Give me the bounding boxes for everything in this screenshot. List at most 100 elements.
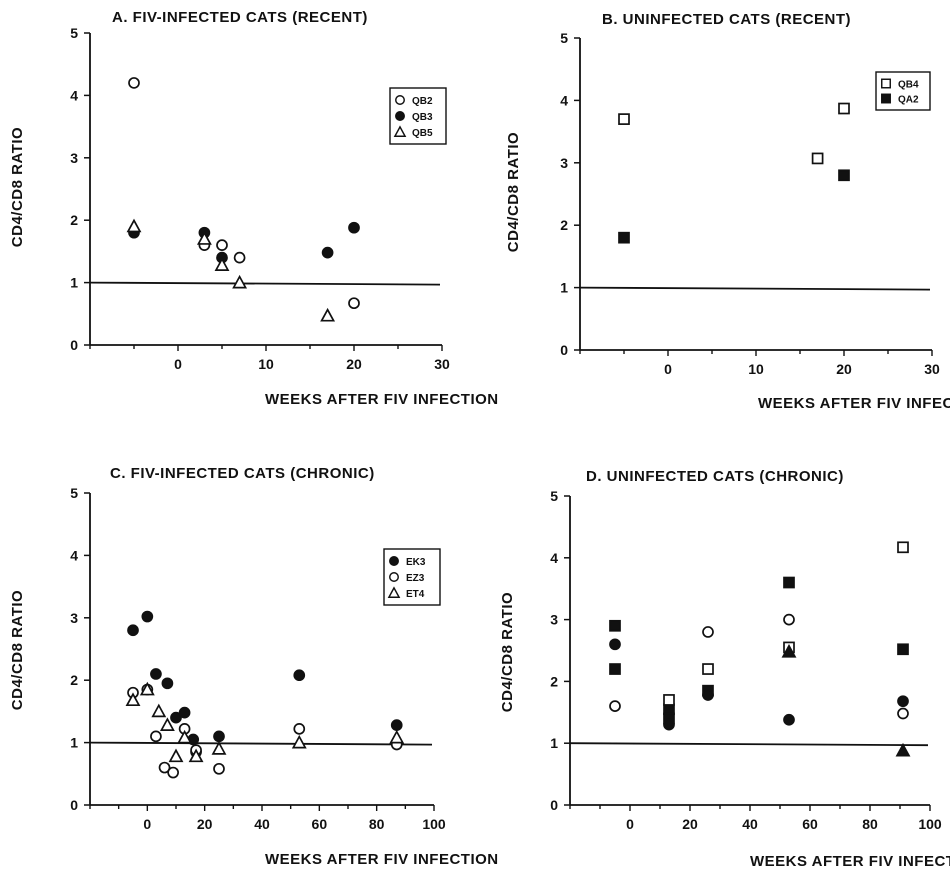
series-square-filled [609, 576, 909, 725]
data-point [233, 251, 246, 264]
x-tick-label: 30 [924, 361, 940, 377]
legend-label: QB3 [412, 112, 433, 123]
data-point [151, 703, 167, 718]
legend-label: ET4 [406, 589, 425, 600]
series-triangle-filled [781, 643, 911, 757]
data-point [139, 681, 155, 696]
x-tick-label: 80 [862, 816, 878, 832]
series-ek3 [127, 610, 403, 758]
y-tick-label: 3 [550, 612, 558, 628]
legend-marker [393, 125, 407, 137]
y-axis-label: CD4/CD8 RATIO [505, 132, 522, 252]
y-axis-label: CD4/CD8 RATIO [9, 127, 26, 247]
x-tick-label: 30 [434, 356, 450, 372]
x-tick-label: 60 [312, 816, 328, 832]
legend: QB2 QB3 QB5 [389, 87, 447, 145]
data-point [168, 748, 184, 763]
data-point [389, 729, 405, 744]
series-circle-filled [609, 638, 909, 731]
data-point [211, 741, 227, 755]
x-tick-label: 100 [918, 816, 942, 832]
data-point [609, 700, 621, 712]
legend-box [875, 71, 931, 111]
data-point [125, 692, 141, 707]
data-point [293, 723, 306, 735]
y-tick-label: 4 [70, 87, 78, 103]
x-tick-label: 80 [369, 816, 385, 832]
chart-panel-b: B. UNINFECTED CATS (RECENT) 0 1 2 3 4 5 0 10 20 30… [505, 11, 950, 412]
x-tick-label: 60 [802, 816, 818, 832]
y-axis-label: CD4/CD8 RATIO [499, 592, 516, 712]
chart-panel-a: A. FIV-INFECTED CATS (RECENT) 0 1 2 3 4 5 0 10 20… [9, 9, 499, 408]
data-point [232, 274, 248, 289]
data-point [213, 762, 225, 775]
data-point [321, 246, 334, 259]
data-point [702, 689, 714, 701]
series-qb5 [126, 218, 336, 322]
legend-label: QA2 [898, 95, 919, 106]
reference-line [89, 281, 441, 286]
x-tick-label: 20 [197, 816, 213, 832]
y-tick-label: 4 [550, 550, 558, 566]
data-point [291, 734, 307, 749]
series-qa2 [618, 169, 850, 244]
reference-line [569, 742, 929, 747]
legend-marker [395, 111, 405, 121]
legend: EK3 EZ3 ET4 [383, 548, 441, 606]
y-tick-label: 5 [70, 485, 78, 501]
data-point [609, 619, 621, 632]
y-axis-label: CD4/CD8 RATIO [9, 590, 26, 710]
data-point [178, 706, 191, 719]
data-point [141, 610, 154, 623]
data-point [214, 257, 230, 271]
y-tick-label: 4 [70, 547, 78, 563]
x-tick-label: 40 [742, 816, 758, 832]
x-tick-label: 0 [626, 816, 634, 832]
data-point [127, 624, 139, 637]
x-tick-label: 100 [422, 816, 446, 832]
data-point [128, 77, 140, 89]
data-point [838, 169, 850, 182]
x-tick-label: 20 [346, 356, 362, 372]
y-tick-label: 0 [70, 337, 78, 353]
panel-title: D. UNINFECTED CATS (CHRONIC) [586, 468, 844, 485]
legend-label: QB4 [898, 80, 919, 91]
y-tick-label: 1 [70, 275, 78, 291]
y-tick-label: 2 [550, 673, 558, 689]
data-point [196, 231, 212, 245]
series-et4 [125, 681, 405, 763]
series-qb4 [618, 102, 850, 165]
data-point [216, 239, 228, 252]
data-point [150, 730, 162, 743]
data-point [702, 663, 714, 675]
data-point [188, 748, 204, 763]
data-point [348, 297, 360, 310]
data-point [783, 713, 795, 726]
legend-marker [395, 95, 405, 105]
data-point [838, 102, 850, 115]
legend-marker [389, 572, 399, 582]
legend-label: EK3 [406, 557, 426, 568]
x-axis-label: WEEKS AFTER FIV INFECTION [750, 853, 950, 870]
data-point [158, 761, 171, 774]
panel-title: A. FIV-INFECTED CATS (RECENT) [112, 9, 368, 26]
x-axis-label: WEEKS AFTER FIV INFECTION [265, 391, 499, 408]
data-point [348, 221, 360, 234]
legend-marker [881, 93, 891, 104]
data-point [167, 766, 179, 779]
data-point [161, 677, 174, 690]
data-point [213, 730, 225, 743]
x-tick-label: 0 [143, 816, 151, 832]
data-point [609, 638, 621, 651]
data-point [609, 663, 621, 675]
data-point [320, 307, 336, 322]
chart-panel-c: C. FIV-INFECTED CATS (CHRONIC) 0 1 2 3 4 5 0 20 4… [9, 465, 498, 868]
y-tick-label: 2 [560, 217, 568, 233]
data-point [170, 711, 182, 724]
panel-title: C. FIV-INFECTED CATS (CHRONIC) [110, 465, 375, 482]
series-ez3 [127, 683, 403, 779]
data-point [618, 231, 630, 244]
legend-marker [387, 586, 401, 598]
x-tick-label: 0 [664, 361, 672, 377]
